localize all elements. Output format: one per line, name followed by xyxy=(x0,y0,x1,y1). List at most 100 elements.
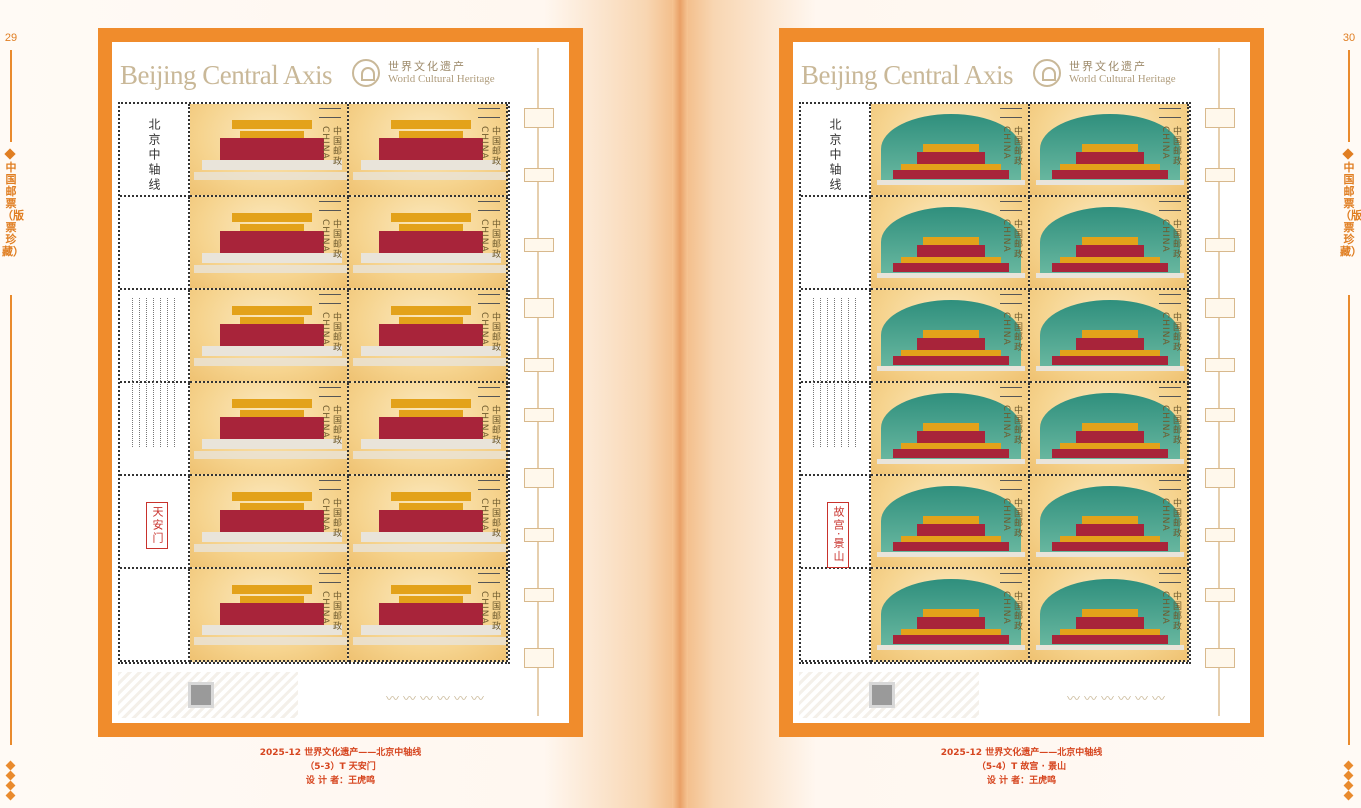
postmark xyxy=(1000,480,1022,490)
stamp: 中国邮政 CHINA xyxy=(349,197,508,290)
world-heritage-emblem-icon xyxy=(352,59,380,87)
stamp: 中国邮政 CHINA xyxy=(871,383,1030,476)
selvage-text-line xyxy=(834,298,836,447)
axis-building-icon xyxy=(524,238,554,252)
selvage-cell xyxy=(120,104,190,197)
stamp-country-label: 中国邮政 CHINA xyxy=(479,498,500,538)
stamp-country-label: 中国邮政 CHINA xyxy=(1001,591,1022,631)
stamp-country-label: 中国邮政 CHINA xyxy=(1001,126,1022,166)
axis-building-icon xyxy=(524,648,554,668)
stamp-country-label: 中国邮政 CHINA xyxy=(479,591,500,631)
selvage-text-line xyxy=(160,298,162,447)
axis-building-icon xyxy=(524,298,554,318)
selvage-cell xyxy=(120,290,190,383)
sheet-subtitle-en: World Cultural Heritage xyxy=(388,73,495,85)
selvage-text-line xyxy=(827,298,829,447)
postmark xyxy=(1159,294,1181,304)
perforated-stamp-block: 中国邮政 CHINA 中国邮政 CHINA 中国邮政 CHINA 中国邮政 xyxy=(118,102,510,664)
axis-building-icon xyxy=(1205,358,1235,372)
selvage-text-line xyxy=(841,298,843,447)
world-heritage-emblem-icon xyxy=(1033,59,1061,87)
selvage-cell xyxy=(801,104,871,197)
postmark xyxy=(478,480,500,490)
right-rail: 30 中国邮票（版票珍藏） xyxy=(1340,0,1361,808)
stamp: 中国邮政 CHINA xyxy=(349,104,508,197)
stamp: 中国邮政 CHINA xyxy=(349,290,508,383)
stamp: 中国邮政 CHINA xyxy=(871,290,1030,383)
selvage-cell xyxy=(120,383,190,476)
axis-building-icon xyxy=(1205,468,1235,488)
axis-building-icon xyxy=(524,168,554,182)
sheet-bottom-margin: 〰〰〰〰〰〰 xyxy=(799,672,1191,718)
stamp: 中国邮政 CHINA xyxy=(190,104,349,197)
postmark xyxy=(319,573,341,583)
postmark xyxy=(1159,573,1181,583)
left-rail: 29 中国邮票（版票珍藏） xyxy=(2,0,24,808)
stamp-country-label: 中国邮政 CHINA xyxy=(1001,219,1022,259)
central-axis-ornament xyxy=(1197,48,1241,716)
stamp: 中国邮政 CHINA xyxy=(871,104,1030,197)
caption-designer: 设 计 者：王虎鸣 xyxy=(986,776,1057,786)
axis-building-icon xyxy=(1205,108,1235,128)
axis-building-icon xyxy=(1205,528,1235,542)
selvage-cell xyxy=(801,197,871,290)
selvage-cell xyxy=(801,290,871,383)
selvage-text-line xyxy=(813,298,815,447)
postmark xyxy=(1159,201,1181,211)
rail-diamond-icon xyxy=(1342,148,1354,160)
stamp-country-label: 中国邮政 CHINA xyxy=(320,219,341,259)
stamp-country-label: 中国邮政 CHINA xyxy=(479,405,500,445)
stamp: 中国邮政 CHINA xyxy=(871,476,1030,569)
rail-dots xyxy=(5,760,16,802)
axis-building-icon xyxy=(524,408,554,422)
stamp-country-label: 中国邮政 CHINA xyxy=(1160,498,1181,538)
postmark xyxy=(1159,108,1181,118)
axis-building-icon xyxy=(524,588,554,602)
axis-building-icon xyxy=(524,358,554,372)
caption-stamp: （5-4）T 故宫 · 景山 xyxy=(976,762,1067,772)
stamp-country-label: 中国邮政 CHINA xyxy=(1001,405,1022,445)
selvage-text-line xyxy=(153,298,155,447)
sheet-title-en: Beijing Central Axis xyxy=(801,60,1014,90)
axis-building-icon xyxy=(524,468,554,488)
axis-building-icon xyxy=(524,108,554,128)
postmark xyxy=(478,294,500,304)
postmark xyxy=(1159,480,1181,490)
caption-issue: 2025-12 世界文化遗产——北京中轴线 xyxy=(259,748,422,758)
red-seal: 故宫·景山 xyxy=(827,502,849,568)
postmark xyxy=(319,387,341,397)
stamp-country-label: 中国邮政 CHINA xyxy=(1160,126,1181,166)
doves-icon: 〰〰〰〰〰〰 xyxy=(1067,692,1170,707)
postmark xyxy=(319,108,341,118)
margin-vertical-title: 北京中轴线 xyxy=(828,118,842,193)
rail-label-left: 中国邮票（版票珍藏） xyxy=(2,161,24,258)
stamp-country-label: 中国邮政 CHINA xyxy=(479,312,500,352)
stamp: 中国邮政 CHINA xyxy=(871,569,1030,662)
selvage-text-line xyxy=(820,298,822,447)
stamp: 中国邮政 CHINA xyxy=(190,476,349,569)
selvage-text-line xyxy=(174,298,176,447)
selvage-text-line xyxy=(167,298,169,447)
stamp-country-label: 中国邮政 CHINA xyxy=(1160,405,1181,445)
stamp-country-label: 中国邮政 CHINA xyxy=(1160,591,1181,631)
postmark xyxy=(1000,387,1022,397)
stamp-country-label: 中国邮政 CHINA xyxy=(320,126,341,166)
stamp-country-label: 中国邮政 CHINA xyxy=(479,126,500,166)
axis-building-icon xyxy=(1205,238,1235,252)
postmark xyxy=(1000,573,1022,583)
selvage-text-line xyxy=(139,298,141,447)
selvage-cell xyxy=(801,383,871,476)
stamp-sheet-left: Beijing Central Axis 世界文化遗产 World Cultur… xyxy=(98,28,583,737)
stamp: 中国邮政 CHINA xyxy=(1030,383,1189,476)
red-seal: 天安门 xyxy=(146,502,168,549)
stamp: 中国邮政 CHINA xyxy=(190,197,349,290)
stamp: 中国邮政 CHINA xyxy=(190,383,349,476)
central-axis-ornament xyxy=(516,48,560,716)
stamp-country-label: 中国邮政 CHINA xyxy=(320,591,341,631)
stamp-country-label: 中国邮政 CHINA xyxy=(1160,219,1181,259)
axis-building-icon xyxy=(524,528,554,542)
page-number-right: 30 xyxy=(1342,32,1356,44)
stamp: 中国邮政 CHINA xyxy=(190,290,349,383)
rail-dots xyxy=(1343,760,1354,802)
stamp: 中国邮政 CHINA xyxy=(871,197,1030,290)
